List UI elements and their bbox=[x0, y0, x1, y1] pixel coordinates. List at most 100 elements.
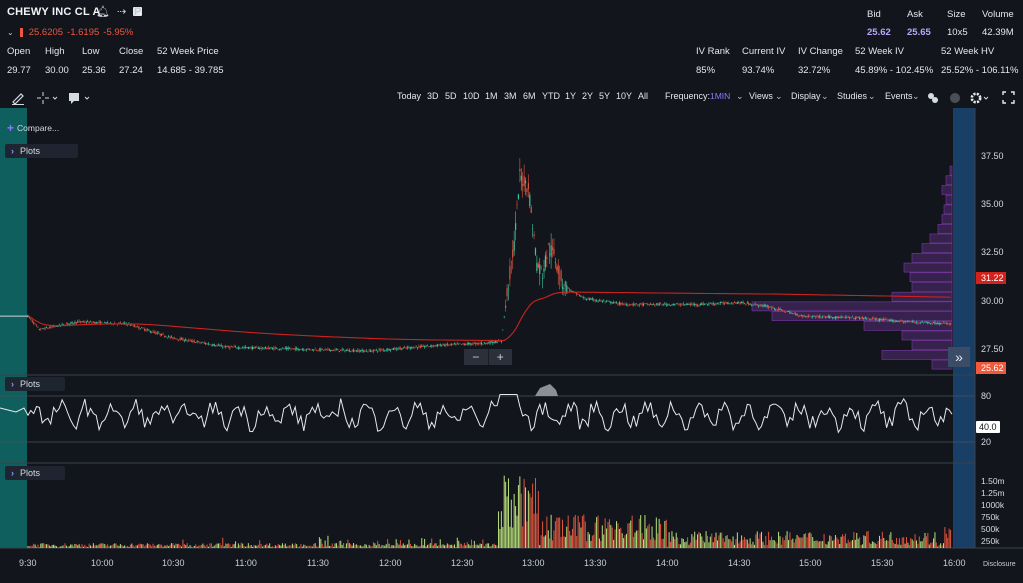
chevron-down-icon[interactable]: ⌄ bbox=[821, 91, 829, 101]
comment-icon[interactable] bbox=[68, 91, 92, 105]
candle-body bbox=[563, 288, 565, 289]
range-1y[interactable]: 1Y bbox=[565, 91, 577, 101]
volume-bar bbox=[169, 544, 171, 548]
time-tick: 15:30 bbox=[871, 558, 894, 568]
candle-body bbox=[824, 317, 827, 319]
candle-body bbox=[294, 347, 296, 351]
volume-bar bbox=[776, 543, 778, 548]
volume-bar bbox=[266, 543, 268, 548]
fullscreen-icon[interactable] bbox=[1002, 91, 1015, 104]
gear-icon[interactable] bbox=[969, 90, 991, 105]
range-10d[interactable]: 10D bbox=[463, 91, 480, 101]
frequency-dropdown[interactable]: 1MIN bbox=[710, 91, 731, 101]
volume-bar bbox=[783, 540, 785, 548]
chevron-down-icon[interactable]: ⌄ bbox=[868, 91, 876, 101]
candle-body bbox=[891, 319, 893, 322]
candle-body bbox=[871, 318, 873, 319]
candle-body bbox=[365, 350, 367, 352]
volume-bar bbox=[318, 537, 320, 548]
volume-bar bbox=[134, 546, 136, 548]
volume-bar bbox=[354, 544, 356, 548]
chevron-down-icon[interactable]: ⌄ bbox=[775, 91, 783, 101]
candle-body bbox=[62, 324, 65, 326]
p-badge[interactable]: P bbox=[133, 5, 143, 18]
scroll-to-latest-button[interactable]: » bbox=[948, 347, 970, 367]
range-2y[interactable]: 2Y bbox=[582, 91, 594, 101]
candle-body bbox=[593, 299, 595, 301]
bell-icon[interactable]: 🔔︎ bbox=[96, 6, 110, 18]
candle-body bbox=[284, 347, 286, 349]
views-menu[interactable]: Views bbox=[749, 91, 773, 101]
zoom-out-button[interactable]: − bbox=[464, 349, 489, 365]
candle-body bbox=[708, 303, 710, 305]
candle-body bbox=[303, 349, 305, 351]
chevron-down-icon[interactable]: ⌄ bbox=[7, 28, 14, 37]
events-filter-icon[interactable] bbox=[927, 91, 939, 105]
volume-bar bbox=[915, 540, 917, 548]
volume-bar bbox=[276, 545, 278, 548]
range-today[interactable]: Today bbox=[397, 91, 422, 101]
volume-bar bbox=[240, 542, 242, 548]
range-3m[interactable]: 3M bbox=[504, 91, 517, 101]
candle-body bbox=[894, 321, 896, 322]
volume-bar bbox=[348, 543, 350, 548]
volume-plots-toggle[interactable]: › Plots bbox=[5, 466, 65, 480]
volume-bar bbox=[82, 546, 84, 548]
volume-bar bbox=[181, 546, 183, 548]
zoom-in-button[interactable]: + bbox=[496, 350, 504, 364]
range-10y[interactable]: 10Y bbox=[616, 91, 633, 101]
volume-bar bbox=[188, 546, 190, 548]
theme-icon[interactable] bbox=[949, 91, 961, 105]
range-all[interactable]: All bbox=[638, 91, 649, 101]
volume-bar bbox=[879, 535, 881, 548]
candle-body bbox=[273, 347, 275, 350]
display-menu[interactable]: Display bbox=[791, 91, 821, 101]
range-5y[interactable]: 5Y bbox=[599, 91, 611, 101]
crosshair-icon[interactable] bbox=[37, 91, 59, 105]
volume-bar bbox=[930, 542, 932, 548]
volume-bar bbox=[532, 483, 534, 548]
candle-body bbox=[466, 343, 468, 345]
range-1m[interactable]: 1M bbox=[485, 91, 498, 101]
candle-body bbox=[408, 347, 410, 348]
compare-button[interactable]: + Compare... bbox=[7, 121, 60, 135]
draw-icon[interactable] bbox=[11, 91, 25, 105]
volume-bar bbox=[81, 544, 83, 548]
candle-body bbox=[945, 322, 947, 324]
studies-menu[interactable]: Studies bbox=[837, 91, 868, 101]
volume-bar bbox=[789, 532, 791, 548]
volume-bar bbox=[688, 544, 690, 548]
share-icon[interactable]: ⇢ bbox=[116, 6, 127, 18]
candle-body bbox=[412, 347, 414, 349]
range-5d[interactable]: 5D bbox=[445, 91, 457, 101]
volume-bar bbox=[173, 545, 175, 548]
candle-body bbox=[650, 303, 652, 305]
disclosure-link[interactable]: Disclosure bbox=[983, 561, 1016, 568]
range-ytd[interactable]: YTD bbox=[542, 91, 560, 101]
candle-body bbox=[840, 316, 842, 319]
candle-body bbox=[460, 343, 463, 345]
osc-plots-toggle[interactable]: › Plots bbox=[5, 377, 65, 391]
range-3d[interactable]: 3D bbox=[427, 91, 439, 101]
volume-bar bbox=[716, 540, 718, 548]
candle-body bbox=[189, 340, 191, 341]
volume-bar bbox=[74, 543, 76, 548]
candle-body bbox=[344, 350, 346, 352]
price-plots-toggle[interactable]: › Plots bbox=[5, 144, 78, 158]
volume-bar bbox=[38, 546, 40, 548]
volume-bar bbox=[351, 545, 353, 548]
range-6m[interactable]: 6M bbox=[523, 91, 536, 101]
volume-bar bbox=[109, 545, 111, 548]
volume-bar bbox=[623, 538, 625, 548]
volume-bar bbox=[155, 545, 157, 548]
chevron-down-icon[interactable]: ⌄ bbox=[736, 91, 744, 101]
volume-profile-bar bbox=[943, 204, 953, 215]
chevron-down-icon[interactable]: ⌄ bbox=[912, 91, 920, 101]
candle-body bbox=[674, 304, 676, 305]
volume-bar bbox=[715, 532, 717, 548]
events-menu[interactable]: Events bbox=[885, 91, 913, 101]
volume-bar bbox=[621, 533, 623, 548]
volume-bar bbox=[698, 531, 700, 548]
candle-body bbox=[847, 316, 849, 318]
